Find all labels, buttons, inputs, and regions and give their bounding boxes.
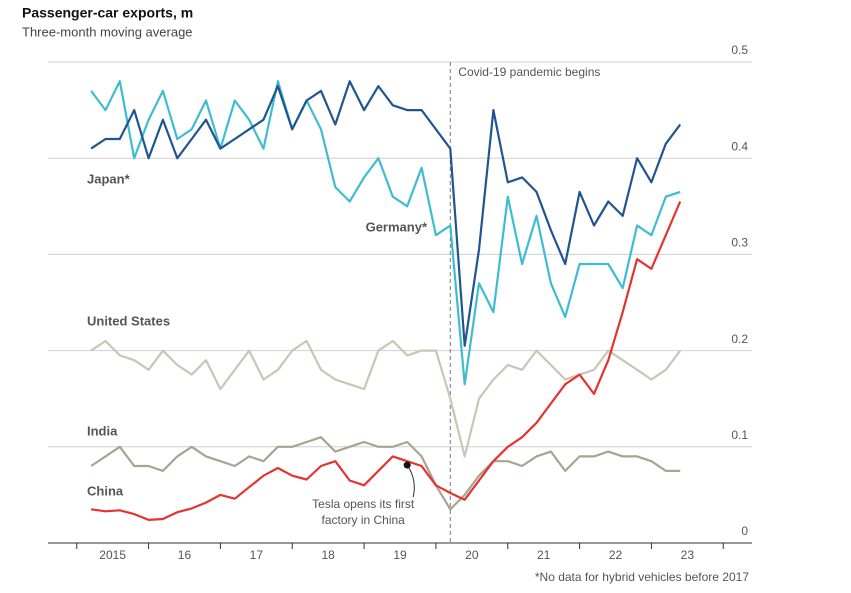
y-tick-label: 0	[741, 524, 748, 538]
series-label: Japan*	[87, 171, 131, 186]
series-line	[90, 80, 681, 386]
series-line	[90, 436, 681, 511]
x-tick-label: 16	[178, 548, 192, 562]
y-tick-label: 0.3	[731, 236, 748, 250]
x-tick-label: 18	[321, 548, 335, 562]
x-tick-label: 20	[465, 548, 479, 562]
series-label: India	[87, 423, 118, 438]
series-line	[90, 201, 682, 521]
y-tick-label: 0.4	[731, 139, 748, 153]
y-tick-label: 0.2	[731, 332, 748, 346]
annotation-dot	[403, 461, 411, 469]
x-tick-label: 22	[609, 548, 623, 562]
annotation-text: factory in China	[321, 513, 405, 527]
annotation-text: Tesla opens its first	[312, 497, 415, 511]
series-line	[90, 80, 682, 347]
x-tick-label: 23	[681, 548, 695, 562]
series-label: China	[87, 483, 124, 498]
x-tick-label: 2015	[99, 548, 126, 562]
footnote: *No data for hybrid vehicles before 2017	[535, 570, 749, 584]
series-label: Germany*	[366, 219, 428, 234]
x-tick-label: 21	[537, 548, 551, 562]
annotation-leader	[406, 464, 415, 498]
chart-subtitle: Three-month moving average	[22, 24, 193, 39]
series-label: United States	[87, 313, 170, 328]
chart-title: Passenger-car exports, m	[22, 5, 193, 21]
x-tick-label: 17	[250, 548, 264, 562]
y-tick-label: 0.1	[731, 428, 748, 442]
series-line	[90, 339, 682, 458]
annotation-text: Covid-19 pandemic begins	[458, 65, 600, 79]
x-tick-label: 19	[393, 548, 407, 562]
y-tick-label: 0.5	[731, 43, 748, 57]
